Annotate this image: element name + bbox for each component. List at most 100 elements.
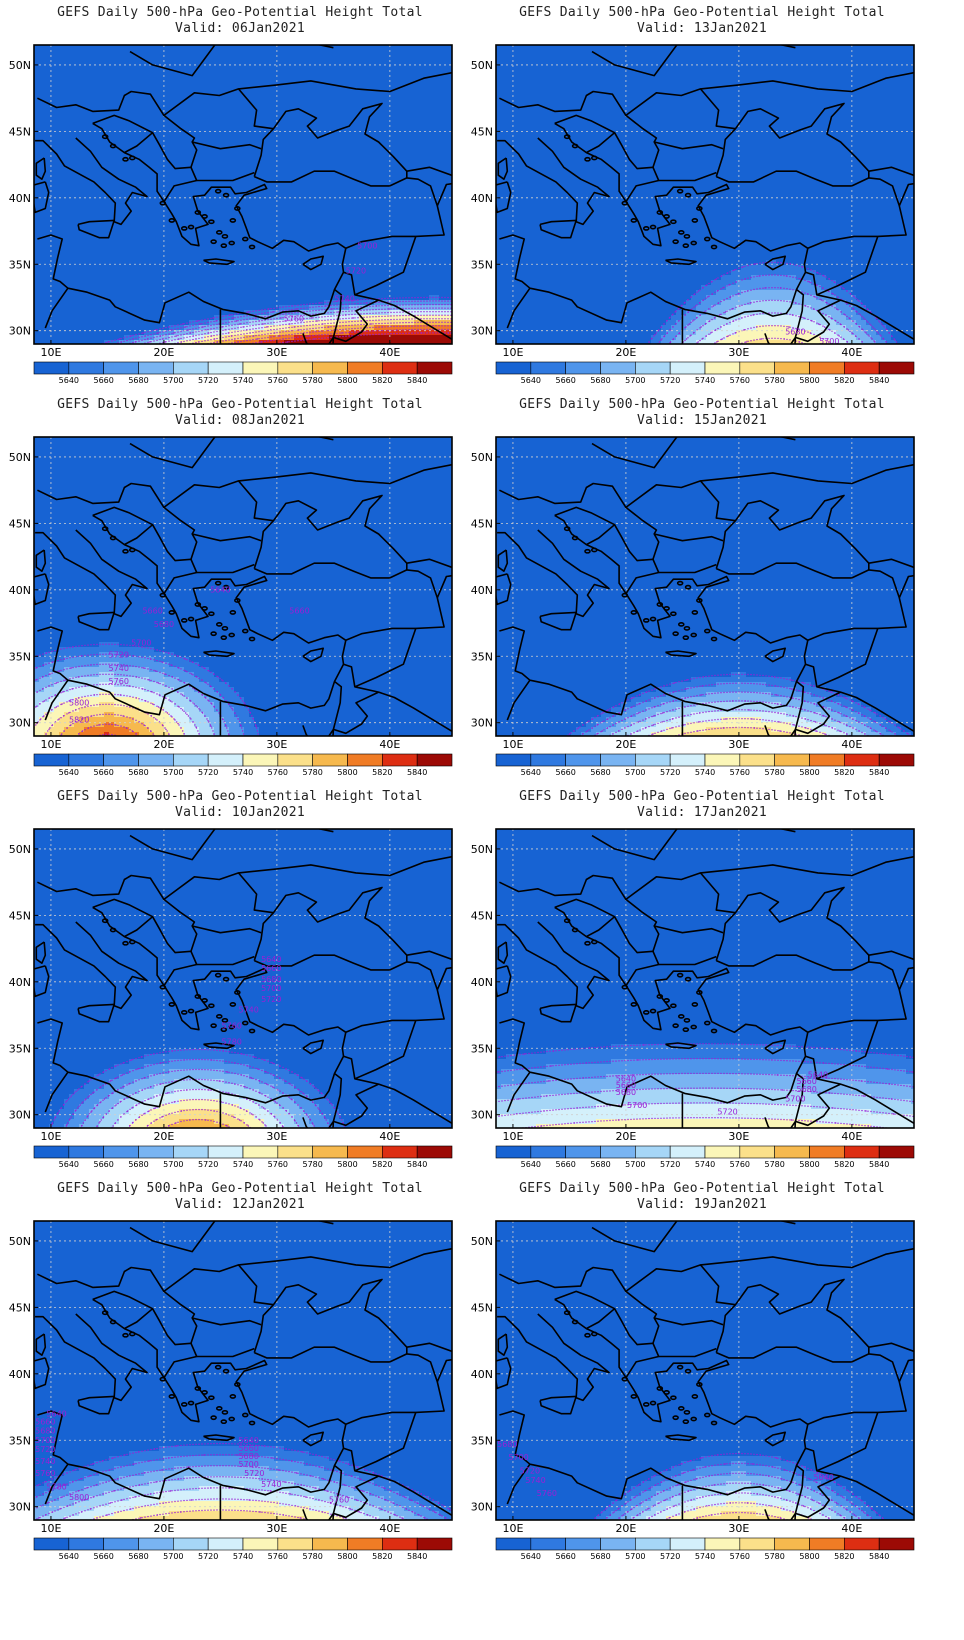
field-cell xyxy=(199,185,205,191)
field-cell xyxy=(124,265,130,271)
field-cell xyxy=(434,105,440,111)
field-cell xyxy=(354,195,360,201)
field-cell xyxy=(74,135,80,141)
field-cell xyxy=(109,305,115,311)
field-cell xyxy=(59,155,65,161)
field-cell xyxy=(169,280,175,286)
field-cell xyxy=(394,205,400,211)
field-cell xyxy=(344,170,350,176)
field-cell xyxy=(409,290,415,296)
field-cell xyxy=(44,60,50,66)
field-cell xyxy=(139,185,145,191)
field-cell xyxy=(74,300,80,306)
field-cell xyxy=(179,240,185,246)
field-cell xyxy=(249,60,255,66)
field-cell xyxy=(394,335,400,341)
field-cell xyxy=(129,310,135,316)
field-cell xyxy=(444,45,450,51)
field-cell xyxy=(354,75,360,81)
field-cell xyxy=(404,230,410,236)
field-cell xyxy=(439,290,445,296)
field-cell xyxy=(159,60,165,66)
field-cell xyxy=(79,60,85,66)
field-cell xyxy=(359,50,365,56)
field-cell xyxy=(324,300,330,306)
field-cell xyxy=(349,105,355,111)
field-cell xyxy=(449,80,452,86)
field-cell xyxy=(274,255,280,261)
field-cell xyxy=(314,75,320,81)
field-cell xyxy=(439,80,445,86)
field-cell xyxy=(414,115,420,121)
field-cell xyxy=(384,245,390,251)
field-cell xyxy=(229,55,235,61)
field-cell xyxy=(209,120,215,126)
field-cell xyxy=(334,150,340,156)
field-cell xyxy=(364,200,370,206)
field-cell xyxy=(244,275,250,281)
field-cell xyxy=(339,90,345,96)
field-cell xyxy=(374,140,380,146)
field-cell xyxy=(54,60,60,66)
field-cell xyxy=(369,290,375,296)
field-cell xyxy=(409,235,415,241)
field-cell xyxy=(449,85,452,91)
field-cell xyxy=(364,285,370,291)
field-cell xyxy=(169,260,175,266)
field-cell xyxy=(269,295,275,301)
field-cell xyxy=(89,145,95,151)
field-cell xyxy=(254,280,260,286)
field-cell xyxy=(349,210,355,216)
field-cell xyxy=(174,305,180,311)
field-cell xyxy=(399,210,405,216)
field-cell xyxy=(339,335,345,341)
field-cell xyxy=(149,170,155,176)
field-cell xyxy=(189,325,195,331)
field-cell xyxy=(69,220,75,226)
field-cell xyxy=(259,85,265,91)
field-cell xyxy=(59,225,65,231)
field-cell xyxy=(214,65,220,71)
field-cell xyxy=(94,275,100,281)
field-cell xyxy=(109,275,115,281)
field-cell xyxy=(429,290,435,296)
field-cell xyxy=(34,265,40,271)
field-cell xyxy=(304,75,310,81)
field-cell xyxy=(109,80,115,86)
field-cell xyxy=(84,295,90,301)
field-cell xyxy=(294,150,300,156)
field-cell xyxy=(89,135,95,141)
field-cell xyxy=(414,230,420,236)
field-cell xyxy=(84,70,90,76)
field-cell xyxy=(134,275,140,281)
field-cell xyxy=(84,80,90,86)
field-cell xyxy=(214,155,220,161)
field-cell xyxy=(159,225,165,231)
field-cell xyxy=(199,240,205,246)
field-cell xyxy=(334,85,340,91)
field-cell xyxy=(64,255,70,261)
field-cell xyxy=(89,300,95,306)
field-cell xyxy=(99,155,105,161)
field-cell xyxy=(74,75,80,81)
field-cell xyxy=(284,165,290,171)
field-cell xyxy=(119,180,125,186)
field-cell xyxy=(154,70,160,76)
field-cell xyxy=(89,60,95,66)
field-cell xyxy=(169,180,175,186)
field-cell xyxy=(279,290,285,296)
field-cell xyxy=(429,95,435,101)
field-cell xyxy=(194,245,200,251)
field-cell xyxy=(39,165,45,171)
field-cell xyxy=(104,195,110,201)
field-cell xyxy=(74,220,80,226)
field-cell xyxy=(449,75,452,81)
field-cell xyxy=(249,50,255,56)
field-cell xyxy=(419,90,425,96)
field-cell xyxy=(154,340,160,344)
field-cell xyxy=(359,70,365,76)
field-cell xyxy=(404,200,410,206)
field-cell xyxy=(269,250,275,256)
field-cell xyxy=(379,255,385,261)
field-cell xyxy=(69,175,75,181)
